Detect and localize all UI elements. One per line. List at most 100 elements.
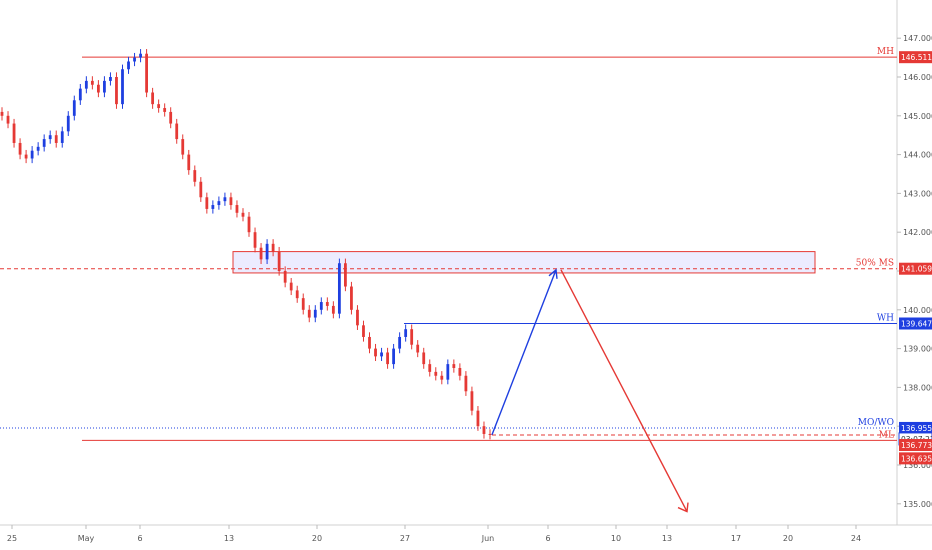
price-badge-text: 139.647 — [901, 319, 932, 328]
y-tick-label: 138.000 — [903, 383, 932, 392]
price-badge — [899, 317, 932, 330]
candle-body — [145, 53, 148, 93]
candle-body — [344, 263, 347, 287]
candle-body — [139, 53, 142, 58]
candle-body — [356, 309, 359, 326]
candle-body — [187, 154, 191, 171]
x-tick-label: 20 — [783, 534, 793, 543]
price-badge — [899, 51, 932, 64]
projection-arrows[interactable] — [491, 268, 689, 513]
candle-body — [66, 115, 70, 132]
level-label: MO/WO — [858, 418, 894, 428]
candle-body — [42, 139, 46, 147]
candle-body — [482, 426, 486, 434]
supply-zone[interactable] — [232, 251, 816, 274]
candle-body — [217, 201, 221, 206]
candle-body — [247, 216, 251, 233]
candle-body — [24, 154, 28, 159]
x-tick-label: 13 — [662, 534, 672, 543]
up-projection-arrow[interactable] — [491, 269, 557, 435]
candle-body — [175, 123, 179, 140]
candle-body — [362, 325, 365, 337]
x-tick-label: 20 — [312, 534, 322, 543]
candle-body — [90, 80, 94, 85]
candle-body — [386, 352, 389, 365]
candle-body — [151, 92, 155, 105]
candle-body — [229, 197, 233, 206]
candle-body — [283, 271, 287, 283]
x-tick-label: 24 — [851, 534, 861, 543]
price-badge — [899, 439, 932, 452]
candle-body — [115, 77, 118, 105]
candles — [0, 49, 492, 440]
candle-body — [163, 108, 167, 112]
down-projection-arrow[interactable] — [560, 269, 688, 512]
candle-body — [72, 100, 76, 116]
x-tick-label: May — [78, 534, 95, 543]
price-badge-text: 136.773 — [901, 441, 932, 450]
candle-body — [331, 305, 335, 314]
y-tick-label: 147.000 — [903, 34, 932, 43]
x-tick-label: 27 — [400, 534, 410, 543]
candle-body — [0, 111, 4, 116]
candle-body — [265, 243, 269, 260]
candle-body — [488, 433, 492, 435]
candle-body — [30, 150, 34, 159]
candle-body — [127, 61, 130, 70]
candle-body — [253, 232, 257, 248]
price-badge — [899, 262, 932, 275]
candle-body — [277, 251, 281, 271]
down-arrowhead — [677, 502, 689, 513]
candle-body — [380, 352, 383, 357]
candle-body — [271, 243, 275, 252]
candle-body — [295, 290, 299, 299]
candle-body — [157, 104, 161, 109]
candle-body — [470, 391, 474, 411]
y-tick-label: 145.000 — [903, 112, 932, 121]
y-tick-label: 136.000 — [903, 461, 932, 470]
candle-body — [259, 247, 263, 260]
x-tick-label: 13 — [224, 534, 234, 543]
y-tick-label: 142.000 — [903, 228, 932, 237]
candle-body — [319, 302, 323, 310]
y-tick-label: 143.000 — [903, 189, 932, 198]
x-tick-label: 17 — [731, 534, 741, 543]
candle-body — [440, 375, 444, 380]
candle-body — [169, 111, 173, 124]
y-tick-label: 146.000 — [903, 73, 932, 82]
candle-body — [48, 135, 52, 140]
candle-body — [60, 131, 64, 143]
level-label: WH — [877, 313, 894, 323]
candle-body — [289, 282, 293, 291]
candle-body — [313, 309, 317, 318]
price-badge-text: 146.511 — [901, 53, 932, 62]
candle-body — [337, 263, 341, 314]
candle-body — [416, 344, 420, 353]
candle-body — [12, 123, 16, 143]
candle-body — [109, 77, 112, 81]
y-tick-label: 144.000 — [903, 151, 932, 160]
candle-body — [181, 139, 185, 155]
candle-body — [464, 375, 468, 392]
x-tick-label: 6 — [137, 534, 142, 543]
candle-body — [235, 205, 239, 213]
price-badge — [899, 452, 932, 465]
x-tick-label: 25 — [7, 534, 17, 543]
candle-body — [325, 302, 329, 306]
level-label: MH — [877, 47, 894, 57]
candle-body — [18, 142, 22, 155]
time-axis: 25 May 6 13 20 27 Jun 6 10 13 17 20 24 — [7, 525, 861, 543]
candle-body — [54, 135, 58, 143]
candle-body — [241, 212, 245, 217]
candle-body — [121, 69, 124, 105]
x-tick-label: 10 — [611, 534, 621, 543]
up-arrowhead — [548, 268, 558, 279]
level-label: 50% MS — [856, 259, 894, 269]
candle-body — [410, 329, 414, 345]
candle-body — [36, 146, 40, 151]
price-badge-text: 136.955 — [901, 424, 932, 433]
candle-body — [374, 348, 377, 357]
candle-body — [368, 336, 371, 349]
